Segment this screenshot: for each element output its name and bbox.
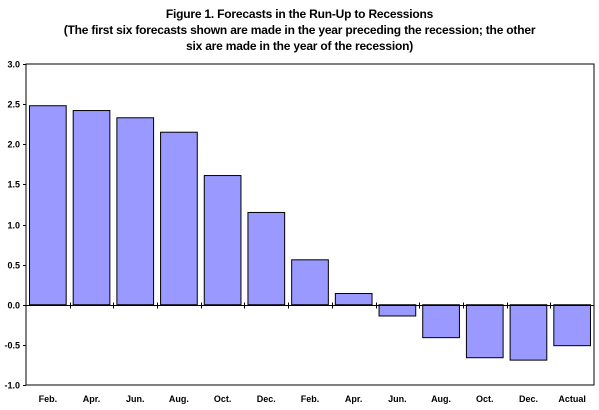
y-tick-label: 2.5 (7, 100, 20, 110)
x-tick-label: Oct. (214, 394, 232, 404)
bar (28, 105, 67, 306)
x-tick-label: Feb. (39, 394, 58, 404)
y-tick-label: 0.0 (7, 301, 20, 311)
bar (553, 304, 592, 347)
x-tick-label: Dec. (257, 394, 276, 404)
bar (291, 259, 329, 306)
bar (509, 304, 548, 361)
y-tick-label: -1.0 (4, 381, 20, 391)
bar (72, 110, 111, 306)
y-tick-label: 3.0 (7, 60, 20, 70)
x-tick-label: Jun. (126, 394, 145, 404)
bar (203, 175, 242, 306)
bar (465, 304, 504, 359)
y-tick-label: 1.0 (7, 221, 20, 231)
chart-title: Figure 1. Forecasts in the Run-Up to Rec… (0, 6, 599, 54)
bar (378, 304, 417, 317)
y-tick-label: 1.5 (7, 180, 20, 190)
title-line-3: six are made in the year of the recessio… (185, 39, 414, 53)
y-tick-label: 0.5 (7, 261, 20, 271)
x-tick-label: Apr. (83, 394, 101, 404)
x-tick-label: Oct. (476, 394, 494, 404)
bar (422, 304, 460, 339)
x-tick-label: Apr. (345, 394, 363, 404)
y-tick-label: -0.5 (4, 341, 20, 351)
title-line-1: Figure 1. Forecasts in the Run-Up to Rec… (165, 7, 434, 21)
bar (116, 117, 155, 306)
x-tick-label: Dec. (519, 394, 538, 404)
x-tick-label: Aug. (431, 394, 451, 404)
bar (334, 293, 373, 306)
bar (247, 211, 286, 306)
y-tick-label: 2.0 (7, 140, 20, 150)
x-tick-label: Jun. (388, 394, 407, 404)
plot-area (25, 63, 595, 386)
x-tick-label: Aug. (169, 394, 189, 404)
x-tick-label: Actual (558, 394, 586, 404)
bar (160, 131, 198, 306)
title-line-2: (The first six forecasts shown are made … (63, 23, 536, 37)
x-tick-label: Feb. (301, 394, 320, 404)
